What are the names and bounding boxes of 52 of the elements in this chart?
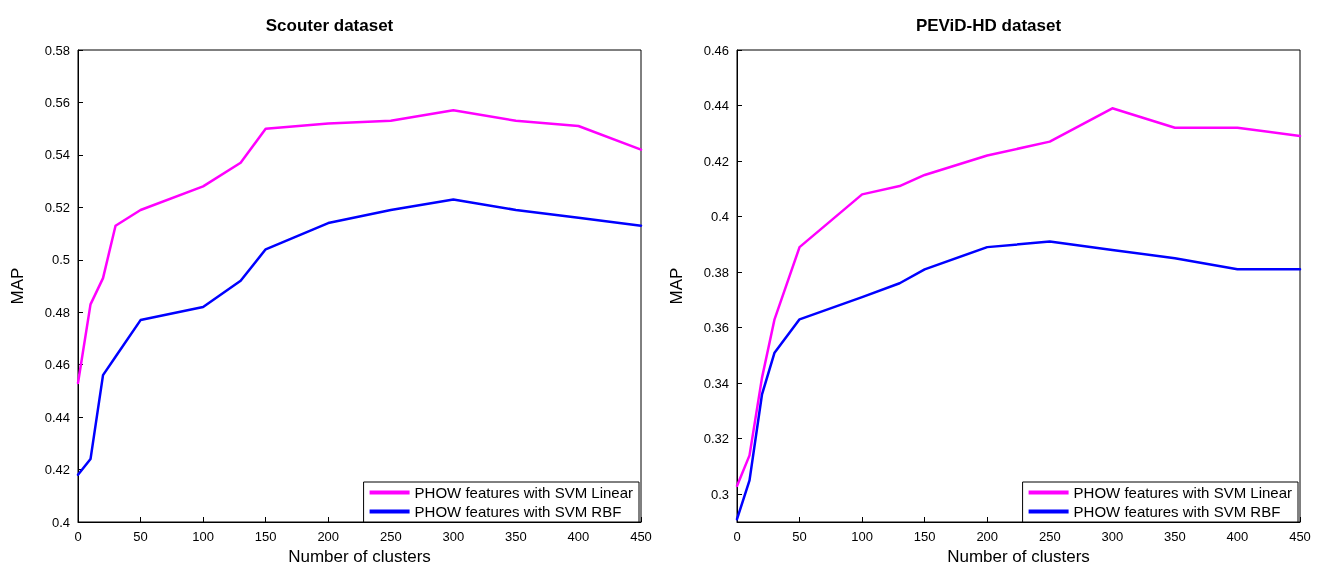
legend-label: PHOW features with SVM Linear	[1073, 484, 1293, 501]
y-axis-title: MAP	[667, 267, 686, 305]
legend-label: PHOW features with SVM Linear	[414, 484, 634, 501]
y-tick-label: 0.38	[703, 264, 729, 280]
x-tick-label: 400	[1226, 529, 1249, 544]
y-tick-label: 0.42	[703, 153, 729, 169]
y-tick-label: 0.44	[703, 98, 729, 114]
x-tick-label: 200	[317, 529, 340, 544]
x-tick-label: 350	[505, 529, 527, 544]
x-tick-label: 50	[133, 529, 148, 544]
legend-label: PHOW features with SVM RBF	[1073, 503, 1281, 520]
y-tick-label: 0.4	[710, 209, 729, 225]
x-tick-label: 300	[1101, 529, 1124, 544]
y-tick-label: 0.34	[703, 375, 729, 391]
line-series	[76, 198, 643, 477]
x-tick-label: 250	[1038, 529, 1061, 544]
y-tick-label: 0.46	[703, 42, 729, 58]
y-tick-label: 0.5	[51, 252, 70, 268]
y-tick-label: 0.54	[44, 147, 70, 163]
x-tick-label: 350	[1164, 529, 1186, 544]
x-tick-label: 200	[976, 529, 999, 544]
y-tick-label: 0.4	[51, 514, 70, 530]
line-series	[735, 107, 1302, 488]
x-tick-label: 400	[567, 529, 590, 544]
x-tick-label: 100	[192, 529, 214, 544]
y-tick-label: 0.44	[44, 409, 70, 425]
y-tick-label: 0.52	[44, 199, 70, 215]
y-tick-label: 0.58	[44, 42, 70, 58]
y-tick-label: 0.3	[710, 486, 729, 502]
y-tick-label: 0.46	[44, 357, 70, 373]
x-tick-label: 300	[442, 529, 465, 544]
y-tick-label: 0.42	[44, 462, 70, 478]
x-tick-label: 150	[913, 529, 936, 544]
line-series	[76, 109, 643, 385]
chart-title: PEViD-HD dataset	[915, 16, 1062, 35]
x-tick-label: 0	[733, 529, 741, 544]
y-tick-label: 0.36	[703, 320, 729, 336]
legend-label: PHOW features with SVM RBF	[414, 503, 622, 520]
chart-title: Scouter dataset	[265, 16, 394, 35]
x-tick-label: 50	[792, 529, 807, 544]
x-axis-title: Number of clusters	[288, 547, 431, 566]
x-tick-label: 450	[1289, 529, 1311, 544]
x-axis-title: Number of clusters	[947, 547, 1090, 566]
y-tick-label: 0.56	[44, 94, 70, 110]
x-tick-label: 450	[630, 529, 652, 544]
x-tick-label: 0	[74, 529, 82, 544]
y-axis-title: MAP	[8, 267, 27, 305]
x-tick-label: 150	[254, 529, 277, 544]
y-tick-label: 0.48	[44, 304, 70, 320]
x-tick-label: 250	[379, 529, 402, 544]
x-tick-label: 100	[851, 529, 873, 544]
y-tick-label: 0.32	[703, 431, 729, 447]
